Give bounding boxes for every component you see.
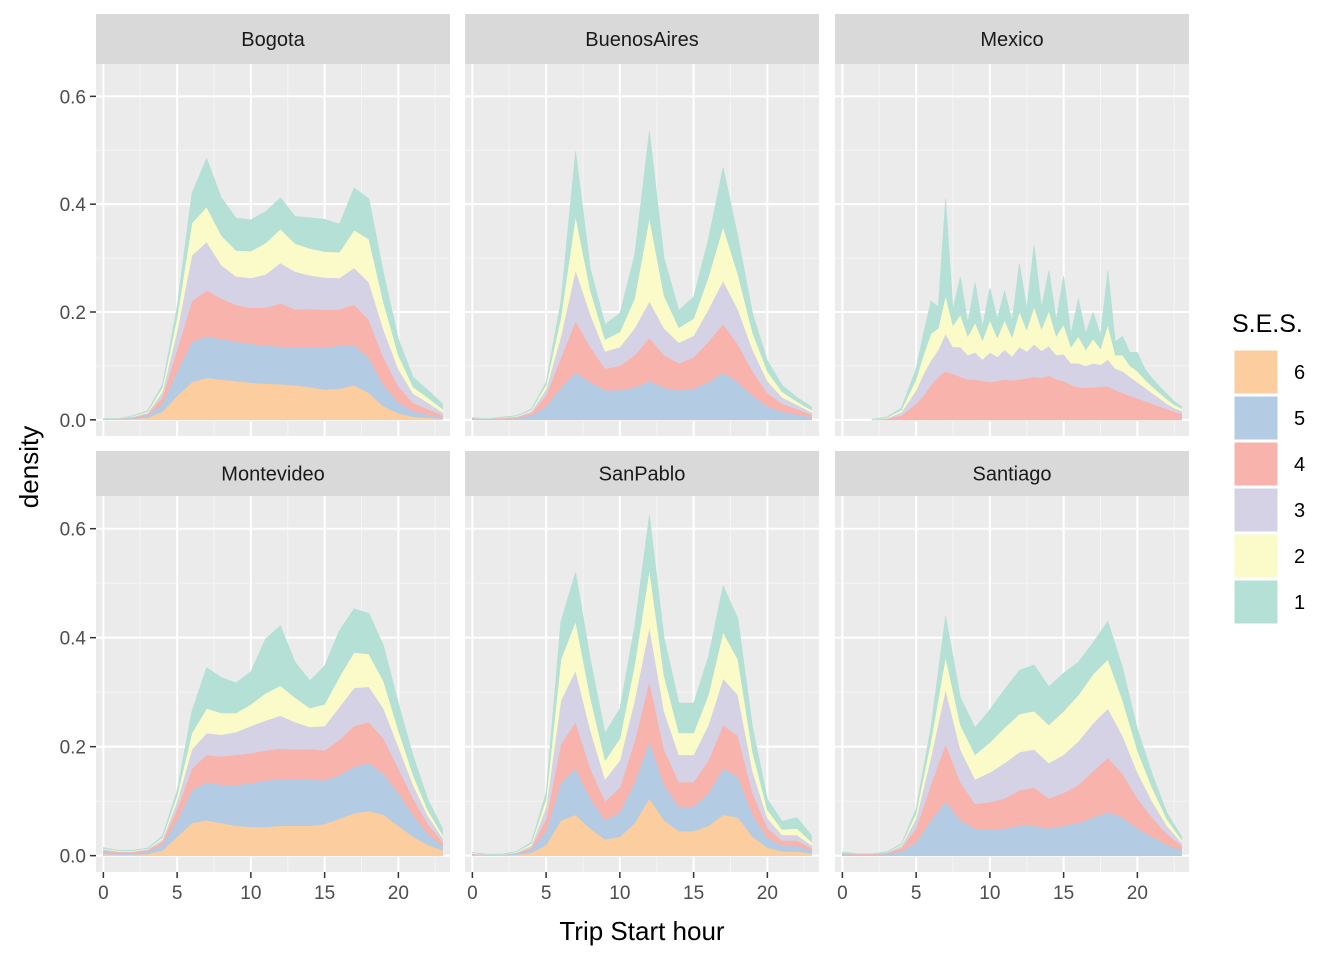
area-ses-1 [871, 198, 1182, 421]
facet-strip [96, 14, 450, 64]
panel-bogota: Bogota 0.0 0.2 0.4 0.6 [60, 14, 450, 436]
panel-santiago: Santiago 0 5 10 15 20 [835, 451, 1189, 904]
panel-montevideo: Montevideo 0 5 10 15 20 0.0 0.2 0.4 0.6 [60, 451, 450, 904]
legend-label: 6 [1294, 362, 1305, 384]
facet-strip [465, 451, 819, 496]
area-ses-1 [842, 615, 1182, 854]
legend-key-2 [1233, 533, 1279, 579]
y-axis-title: density [14, 426, 44, 508]
panel-buenosaires: BuenosAires [465, 14, 819, 436]
facet-label: Bogota [241, 29, 305, 51]
x-axis-title: Trip Start hour [559, 916, 725, 946]
legend-label: 5 [1294, 408, 1305, 430]
legend-key-3 [1233, 487, 1279, 533]
x-tick-label: 20 [388, 883, 409, 904]
facet-label: BuenosAires [585, 29, 698, 51]
x-tick-label: 0 [837, 883, 848, 904]
x-tick-label: 10 [240, 883, 261, 904]
x-tick-label: 5 [911, 883, 922, 904]
x-tick-label: 10 [979, 883, 1000, 904]
area-ses-1 [472, 131, 812, 420]
facet-label: SanPablo [599, 464, 686, 486]
y-tick-label: 0.6 [60, 87, 86, 108]
legend-title: S.E.S. [1232, 310, 1303, 338]
x-tick-label: 10 [609, 883, 630, 904]
x-tick-label: 5 [172, 883, 183, 904]
x-tick-label: 20 [1127, 883, 1148, 904]
x-tick-label: 15 [1053, 883, 1074, 904]
facet-label: Santiago [973, 464, 1052, 486]
legend-label: 1 [1294, 592, 1305, 614]
legend-label: 3 [1294, 500, 1305, 522]
x-tick-label: 0 [467, 883, 478, 904]
legend-key-6 [1233, 349, 1279, 395]
facet-label: Mexico [980, 29, 1043, 51]
y-tick-label: 0.0 [60, 847, 86, 868]
legend-key-1 [1233, 579, 1279, 625]
area-ses-1 [103, 608, 443, 851]
legend: S.E.S. 6 5 4 3 2 1 [1232, 310, 1305, 625]
y-tick-label: 0.4 [60, 195, 87, 216]
x-tick-label: 15 [314, 883, 335, 904]
facet-strip [835, 14, 1189, 64]
legend-key-5 [1233, 395, 1279, 441]
y-tick-label: 0.2 [60, 738, 86, 759]
legend-label: 2 [1294, 546, 1305, 568]
facet-strip [465, 14, 819, 64]
area-ses-1 [472, 515, 812, 855]
legend-label: 4 [1294, 454, 1305, 476]
x-tick-label: 5 [541, 883, 552, 904]
y-tick-label: 0.2 [60, 303, 86, 324]
y-tick-label: 0.6 [60, 520, 86, 541]
facet-strip [96, 451, 450, 496]
facet-label: Montevideo [221, 464, 324, 486]
x-tick-label: 20 [757, 883, 778, 904]
panel-sanpablo: SanPablo 0 5 10 15 20 [465, 451, 819, 904]
y-tick-label: 0.4 [60, 629, 87, 650]
legend-key-4 [1233, 441, 1279, 487]
facet-strip [835, 451, 1189, 496]
area-ses-1 [103, 157, 443, 419]
panel-mexico: Mexico [835, 14, 1189, 436]
x-tick-label: 15 [683, 883, 704, 904]
y-tick-label: 0.0 [60, 411, 86, 432]
x-tick-label: 0 [98, 883, 109, 904]
